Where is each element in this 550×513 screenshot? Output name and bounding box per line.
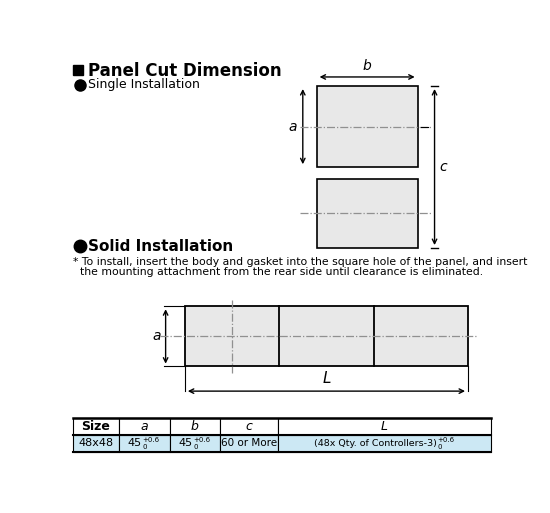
Text: * To install, insert the body and gasket into the square hole of the panel, and : * To install, insert the body and gasket… [73,257,528,267]
Bar [119,435,169,452]
Bar [119,418,169,435]
Text: b: b [191,420,199,433]
Text: Size: Size [81,420,111,433]
Bar [73,66,84,75]
Text: 48x48: 48x48 [78,439,113,448]
Text: 0: 0 [193,444,197,450]
Bar [278,418,491,435]
Text: 45: 45 [178,439,192,448]
Text: 0: 0 [143,444,147,450]
Bar [317,179,417,248]
Bar [278,435,491,452]
Bar [220,418,278,435]
Text: +0.6: +0.6 [193,438,210,443]
Text: Solid Installation: Solid Installation [88,239,233,254]
Text: c: c [439,160,447,174]
Text: (48x Qty. of Controllers-3): (48x Qty. of Controllers-3) [314,439,437,448]
Text: +0.6: +0.6 [143,438,160,443]
Text: c: c [245,420,252,433]
Bar [317,86,417,167]
Bar [169,435,220,452]
Text: the mounting attachment from the rear side until clearance is eliminated.: the mounting attachment from the rear si… [80,267,483,277]
Text: L: L [322,371,331,386]
Text: a: a [288,120,296,133]
Bar [73,418,119,435]
Bar [73,435,119,452]
Text: Panel Cut Dimension: Panel Cut Dimension [88,62,282,80]
Text: a: a [140,420,148,433]
Text: L: L [381,420,388,433]
Text: 0: 0 [437,444,442,450]
Text: +0.6: +0.6 [437,438,454,443]
Bar [220,435,278,452]
Text: 60 or More: 60 or More [221,439,277,448]
Text: Single Installation: Single Installation [88,78,200,91]
Text: 45: 45 [128,439,142,448]
Text: a: a [152,329,161,343]
Bar [169,418,220,435]
Text: b: b [363,59,371,73]
Bar [185,306,468,366]
